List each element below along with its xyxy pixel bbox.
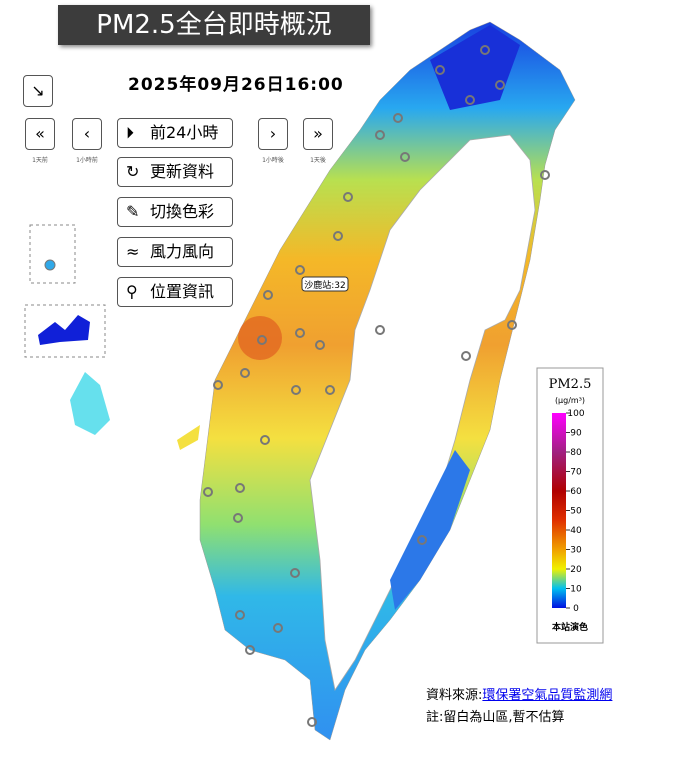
hotspot (238, 316, 282, 360)
legend: PM2.5 (μg/m³) 本站演色 100908070605040302010… (536, 367, 604, 644)
button[interactable]: ↻ 更新資料 (117, 157, 233, 187)
legend-footer: 本站演色 (552, 621, 588, 633)
legend-tick-label: 10 (570, 585, 582, 595)
button[interactable]: ≈ 風力風向 (117, 237, 233, 267)
island (44, 259, 56, 271)
legend-tick-label: 30 (570, 546, 582, 556)
legend-box (536, 367, 604, 644)
button[interactable]: ⚲ 位置資訊 (117, 277, 233, 307)
source-label: 資料來源: (426, 688, 483, 703)
island-box (29, 224, 76, 284)
legend-tick-label: 70 (570, 468, 582, 478)
button-label: 前24小時 (150, 123, 219, 142)
toggle-button[interactable]: ↘ (23, 75, 53, 107)
legend-tick-label: 20 (570, 565, 582, 575)
button[interactable]: ⏵ 前24小時 (117, 118, 233, 148)
button-label: 更新資料 (150, 162, 215, 181)
mountain-area (309, 134, 536, 692)
legend-tick-label: 80 (570, 448, 582, 458)
tooltip-box (301, 276, 349, 292)
colorbar (552, 413, 566, 608)
legend-tick-label: 50 (570, 507, 582, 517)
prev-hour[interactable]: ‹ (72, 118, 102, 150)
island (38, 315, 90, 345)
legend-tick-label: 90 (570, 429, 582, 439)
stations (203, 45, 550, 727)
legend-tick-label: 40 (570, 526, 582, 536)
legend-unit: (μg/m³) (555, 396, 585, 405)
title: PM2.5全台即時概況 (58, 5, 370, 45)
next-hour[interactable]: › (258, 118, 288, 150)
source: 資料來源:環保署空氣品質監測網 (426, 684, 612, 703)
nav-label: 1小時前 (76, 157, 98, 164)
legend-tick-label: 60 (570, 487, 582, 497)
source-link[interactable]: 環保署空氣品質監測網 (482, 688, 613, 703)
island (70, 372, 110, 435)
legend-tick-label: 0 (573, 604, 579, 614)
nav-label: 1天前 (32, 157, 48, 164)
datetime: 2025年09月26日16:00 (128, 75, 344, 95)
next-day[interactable]: » (303, 118, 333, 150)
east-coast (390, 450, 470, 610)
island (177, 425, 200, 450)
button-label: 位置資訊 (150, 282, 215, 301)
button[interactable]: ✎ 切換色彩 (117, 197, 233, 227)
tooltip: 沙鹿站:32 (304, 279, 346, 291)
legend-tick-label: 100 (567, 409, 584, 419)
nav-label: 1天後 (310, 157, 326, 164)
legend-title: PM2.5 (549, 377, 592, 392)
note: 註:留白為山區,暫不估算 (426, 710, 565, 725)
nav-label: 1小時後 (262, 157, 284, 164)
prev-day[interactable]: « (25, 118, 55, 150)
button-label: 風力風向 (150, 242, 215, 261)
button-label: 切換色彩 (150, 202, 215, 221)
